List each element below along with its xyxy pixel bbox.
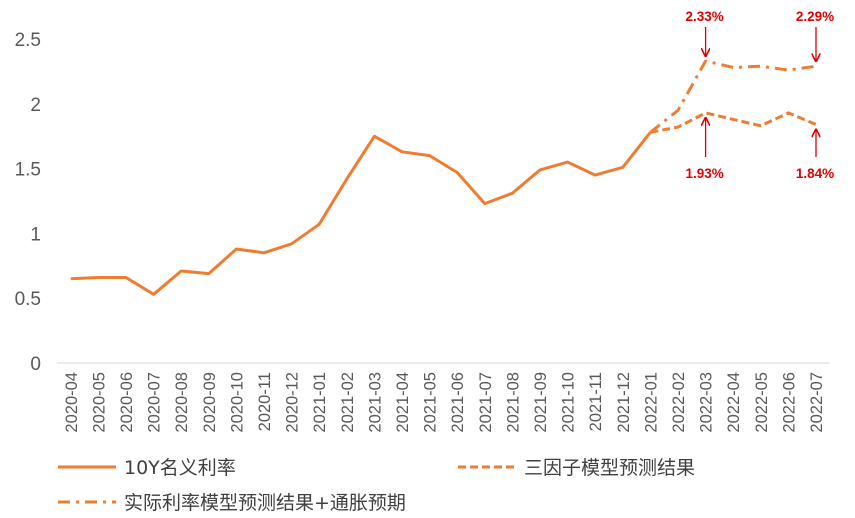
x-tick-label: 2022-05: [753, 372, 771, 433]
x-tick-label: 2021-06: [449, 372, 467, 433]
x-tick-label: 2022-06: [780, 372, 798, 433]
x-tick-label: 2020-08: [173, 372, 191, 433]
x-tick-label: 2021-01: [311, 372, 329, 433]
series-lines: [70, 59, 817, 296]
x-tick-label: 2020-07: [146, 372, 164, 433]
annotation-label: 1.84%: [796, 166, 834, 181]
x-tick-label: 2020-12: [284, 372, 302, 433]
series-line-2: [649, 59, 817, 134]
legend-label-nominal-rate: 10Y名义利率: [124, 457, 236, 479]
x-tick-label: 2020-05: [90, 372, 108, 433]
x-tick-label: 2022-02: [670, 372, 688, 433]
x-tick-label: 2020-10: [228, 372, 246, 433]
x-tick-label: 2021-08: [504, 372, 522, 433]
annotation-label: 2.29%: [796, 9, 834, 24]
y-tick-label: 2: [30, 95, 41, 116]
x-tick-label: 2020-04: [63, 372, 81, 433]
y-tick-label: 2.5: [15, 30, 41, 51]
x-tick-label: 2021-03: [366, 372, 384, 433]
annotations: 2.33% 2.29% 1.93% 1.84%: [685, 9, 834, 181]
legend-label-three-factor: 三因子模型预测结果: [524, 457, 696, 479]
x-tick-label: 2021-05: [422, 372, 440, 433]
y-axis-ticks: 0 0.5 1 1.5 2 2.5: [15, 30, 41, 375]
legend-swatch-dash: [458, 465, 516, 468]
legend-item-three-factor: 三因子模型预测结果: [458, 453, 695, 480]
y-tick-label: 1.5: [15, 160, 41, 181]
x-tick-label: 2021-10: [560, 372, 578, 433]
x-tick-label: 2021-11: [587, 372, 605, 431]
x-tick-label: 2021-09: [532, 372, 550, 433]
y-tick-label: 1: [30, 224, 41, 245]
series-line-1: [650, 111, 817, 134]
legend-item-nominal-rate: 10Y名义利率: [58, 453, 236, 480]
x-tick-label: 2022-04: [725, 372, 743, 433]
x-axis-ticks: 2020-04 2020-05 2020-06 2020-07 2020-08 2020-…: [63, 372, 826, 433]
x-tick-label: 2022-03: [698, 372, 716, 433]
annotation-label: 2.33%: [685, 9, 723, 24]
x-tick-label: 2020-11: [256, 372, 274, 431]
legend-label-real-rate: 实际利率模型预测结果+通胀预期: [124, 492, 406, 514]
annotation-label: 1.93%: [685, 166, 723, 181]
legend-swatch-solid: [58, 465, 116, 468]
y-tick-label: 0.5: [15, 289, 41, 310]
series-line-0: [70, 131, 652, 296]
x-tick-label: 2020-09: [201, 372, 219, 433]
x-tick-label: 2021-07: [477, 372, 495, 433]
x-tick-label: 2022-07: [808, 372, 826, 433]
x-tick-label: 2021-12: [615, 372, 633, 433]
line-chart: 00.511.522.5 2020-04 2020-05 2020-06 2020-0…: [15, 9, 835, 433]
x-tick-label: 2020-06: [118, 372, 136, 433]
x-tick-label: 2021-02: [339, 372, 357, 433]
x-tick-label: 2021-04: [394, 372, 412, 433]
x-tick-label: 2022-01: [642, 372, 660, 433]
legend-swatch-dashdot: [58, 500, 116, 503]
legend-item-real-rate: 实际利率模型预测结果+通胀预期: [58, 488, 406, 515]
y-tick-label: 0: [30, 354, 41, 375]
